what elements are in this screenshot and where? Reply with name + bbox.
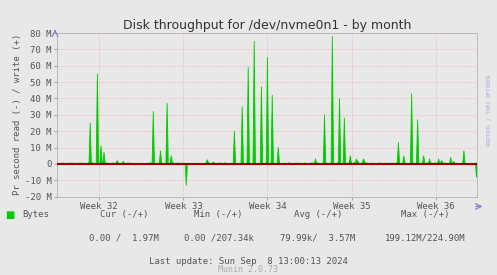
Text: Min (-/+): Min (-/+) (194, 210, 243, 219)
Y-axis label: Pr second read (-) / write (+): Pr second read (-) / write (+) (13, 34, 22, 196)
Title: Disk throughput for /dev/nvme0n1 - by month: Disk throughput for /dev/nvme0n1 - by mo… (123, 19, 412, 32)
Text: Munin 2.0.73: Munin 2.0.73 (219, 265, 278, 274)
Text: 199.12M/224.90M: 199.12M/224.90M (385, 234, 465, 243)
Text: Last update: Sun Sep  8 13:00:13 2024: Last update: Sun Sep 8 13:00:13 2024 (149, 257, 348, 266)
Text: Max (-/+): Max (-/+) (401, 210, 449, 219)
Text: ■: ■ (5, 210, 14, 220)
Text: 0.00 /  1.97M: 0.00 / 1.97M (89, 234, 159, 243)
Text: Avg (-/+): Avg (-/+) (294, 210, 342, 219)
Text: Cur (-/+): Cur (-/+) (100, 210, 149, 219)
Text: 79.99k/  3.57M: 79.99k/ 3.57M (280, 234, 356, 243)
Text: 0.00 /207.34k: 0.00 /207.34k (184, 234, 253, 243)
Text: RRDTOOL / TOBI OETIKER: RRDTOOL / TOBI OETIKER (486, 74, 491, 146)
Text: Bytes: Bytes (22, 210, 49, 219)
